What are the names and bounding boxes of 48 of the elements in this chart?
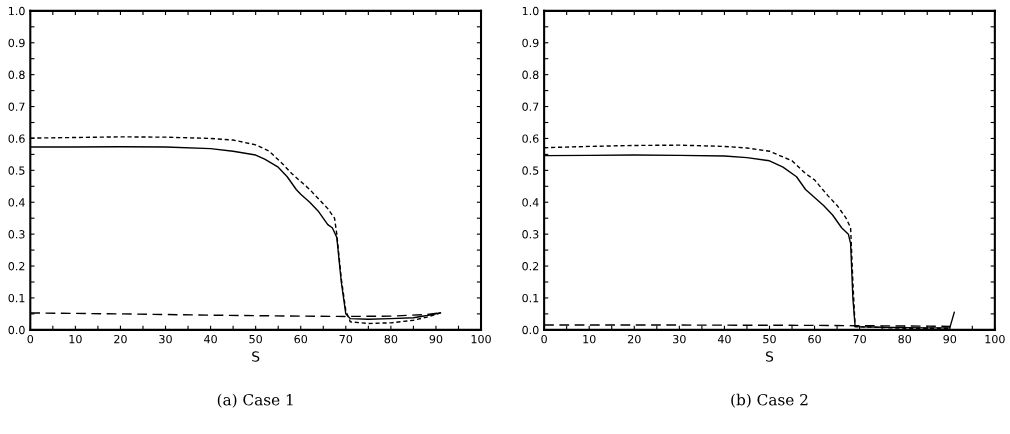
y-tick-label: 0.3: [522, 230, 539, 239]
y-tick-label: 0.1: [8, 293, 25, 303]
y-tick-label: 0.2: [522, 262, 539, 271]
y-tick-label: 0.2: [8, 262, 25, 271]
y-tick-label: 0.9: [522, 38, 539, 48]
y-tick-label: 0.0: [522, 325, 539, 335]
x-tick-label: 70: [339, 334, 353, 344]
x-tick-label: 30: [673, 334, 686, 344]
x-tick-label: 0: [541, 334, 547, 344]
x-tick-label: 0: [27, 334, 34, 344]
y-tick-label: 0.7: [8, 102, 25, 111]
x-tick-label: 40: [204, 334, 217, 344]
x-tick-label: 20: [114, 334, 127, 344]
y-tick-label: 0.4: [522, 198, 539, 207]
y-tick-label: 0.5: [8, 166, 25, 175]
y-tick-label: 0.1: [522, 293, 539, 303]
y-tick-label: 1.0: [522, 6, 539, 16]
y-tick-label: 0.8: [8, 70, 25, 80]
text: (b) Case 2: [731, 393, 808, 408]
x-tick-label: 100: [985, 334, 1005, 344]
y-tick-label: 0.7: [522, 102, 539, 111]
x-tick-label: 60: [294, 334, 308, 344]
x-tick-label: 40: [717, 334, 731, 344]
x-tick-label: 80: [898, 334, 912, 344]
x-tick-label: 100: [471, 334, 491, 344]
x-tick-label: 10: [583, 334, 596, 344]
y-tick-label: 0.0: [8, 325, 25, 335]
y-tick-label: 0.8: [522, 70, 539, 80]
y-tick-label: 0.6: [522, 134, 539, 143]
y-tick-label: 0.5: [522, 166, 539, 175]
text: (a) Case 1: [217, 393, 293, 408]
x-tick-label: 60: [808, 334, 821, 344]
x-tick-label: 50: [763, 334, 776, 344]
y-tick-label: 0.6: [8, 134, 25, 143]
y-tick-label: 1.0: [8, 6, 25, 16]
y-tick-label: 0.4: [8, 198, 25, 207]
x-tick-label: 90: [429, 334, 443, 344]
x-tick-label: 90: [943, 334, 957, 344]
y-tick-label: 0.3: [8, 230, 25, 239]
x-tick-label: 80: [384, 334, 398, 344]
x-tick-label: 20: [628, 334, 641, 344]
x-tick-label: 70: [853, 334, 866, 344]
x-tick-label: 10: [69, 334, 82, 344]
x-tick-label: 50: [249, 334, 262, 344]
y-tick-label: 0.9: [8, 38, 25, 48]
x-tick-label: 30: [159, 334, 172, 344]
x-axis-title: S: [765, 351, 774, 362]
x-axis-title: S: [252, 351, 260, 362]
